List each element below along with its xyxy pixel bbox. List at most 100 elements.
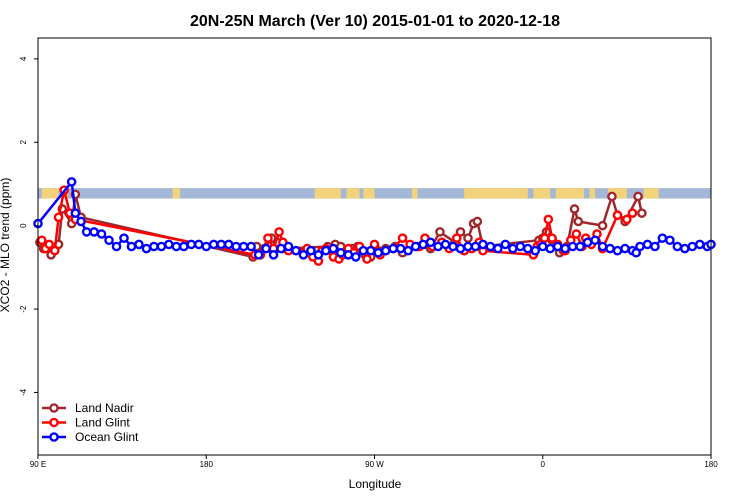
data-point: [590, 235, 600, 246]
data-point: [463, 241, 473, 252]
data-point: [149, 241, 159, 252]
x-tick-label: 180: [704, 460, 718, 469]
data-point: [313, 250, 324, 260]
data-point: [633, 191, 643, 202]
legend-label: Land Glint: [75, 416, 130, 430]
data-point: [650, 241, 660, 252]
data-point: [164, 239, 174, 250]
data-point: [605, 243, 615, 254]
data-point: [395, 243, 406, 254]
data-point: [582, 237, 593, 248]
y-tick-label: -2: [19, 305, 28, 313]
data-point: [403, 245, 413, 256]
data-point: [687, 241, 698, 252]
y-tick-label: 0: [19, 223, 28, 228]
data-point: [530, 245, 541, 256]
data-point: [612, 245, 623, 256]
data-point: [261, 243, 271, 254]
y-tick-label: 4: [19, 56, 28, 61]
data-point: [36, 235, 47, 246]
data-point: [455, 243, 466, 254]
land-band: [346, 188, 360, 199]
data-point: [343, 250, 354, 260]
land-band: [41, 188, 59, 199]
data-point: [263, 233, 273, 243]
data-point: [493, 243, 503, 254]
data-point: [607, 191, 617, 202]
data-point: [223, 239, 234, 250]
y-axis-label: XCO2 - MLO trend (ppm): [0, 178, 12, 313]
data-point: [216, 239, 227, 250]
land-band: [411, 188, 418, 199]
data-point: [298, 250, 309, 260]
data-point: [508, 243, 518, 254]
data-point: [283, 241, 294, 252]
data-point: [397, 233, 408, 243]
data-point: [635, 241, 645, 252]
data-point: [351, 252, 361, 262]
legend-label: Land Nadir: [75, 401, 134, 415]
data-point: [81, 227, 92, 237]
data-point: [156, 241, 167, 252]
data-point: [358, 245, 369, 256]
y-tick-label: 2: [19, 139, 28, 144]
legend-item: Land Glint: [42, 416, 130, 430]
x-axis: 90 E 180 90 W 0 180: [30, 455, 718, 469]
data-point: [119, 233, 129, 243]
data-point: [231, 241, 241, 252]
data-point: [208, 239, 219, 250]
land-band: [608, 188, 627, 199]
data-point: [547, 233, 557, 243]
data-point: [575, 241, 585, 252]
data-point: [134, 239, 144, 250]
series-ocean-glint: [33, 177, 716, 262]
data-point: [291, 245, 301, 256]
data-point: [571, 229, 582, 239]
data-point: [573, 216, 584, 227]
land-band: [464, 188, 528, 199]
data-point: [612, 210, 623, 221]
data-point: [201, 241, 212, 252]
land-band: [363, 188, 375, 199]
data-point: [380, 245, 391, 256]
data-point: [637, 208, 647, 218]
data-point: [545, 243, 556, 254]
data-point: [448, 241, 458, 252]
data-point: [111, 241, 122, 252]
data-point: [388, 243, 398, 254]
data-point: [365, 245, 376, 256]
data-point: [620, 243, 630, 254]
data-point: [435, 227, 445, 237]
data-point: [569, 204, 580, 214]
data-point: [440, 239, 451, 250]
chart-title: 20N-25N March (Ver 10) 2015-01-01 to 202…: [190, 13, 560, 30]
land-band: [314, 188, 341, 199]
data-point: [410, 241, 421, 252]
x-tick-label: 90 W: [365, 460, 384, 469]
data-point: [642, 239, 653, 250]
data-point: [336, 247, 346, 258]
data-point: [418, 239, 428, 250]
land-ocean-band: [38, 188, 711, 199]
land-band: [589, 188, 596, 199]
data-point: [50, 245, 60, 256]
data-point: [567, 241, 578, 252]
land-band: [172, 188, 181, 199]
data-point: [665, 235, 675, 246]
data-point: [274, 227, 284, 237]
data-point: [657, 233, 668, 243]
data-point: [268, 250, 279, 260]
data-point: [321, 245, 331, 256]
data-point: [463, 233, 473, 243]
land-band: [555, 188, 584, 199]
data-point: [141, 243, 152, 254]
data-point: [186, 239, 197, 250]
data-point: [560, 243, 570, 254]
data-point: [89, 227, 99, 237]
data-point: [539, 233, 550, 243]
data-point: [485, 241, 496, 252]
data-point: [193, 239, 204, 250]
data-point: [362, 254, 372, 264]
legend-item: Ocean Glint: [42, 430, 139, 444]
data-point: [478, 239, 488, 250]
